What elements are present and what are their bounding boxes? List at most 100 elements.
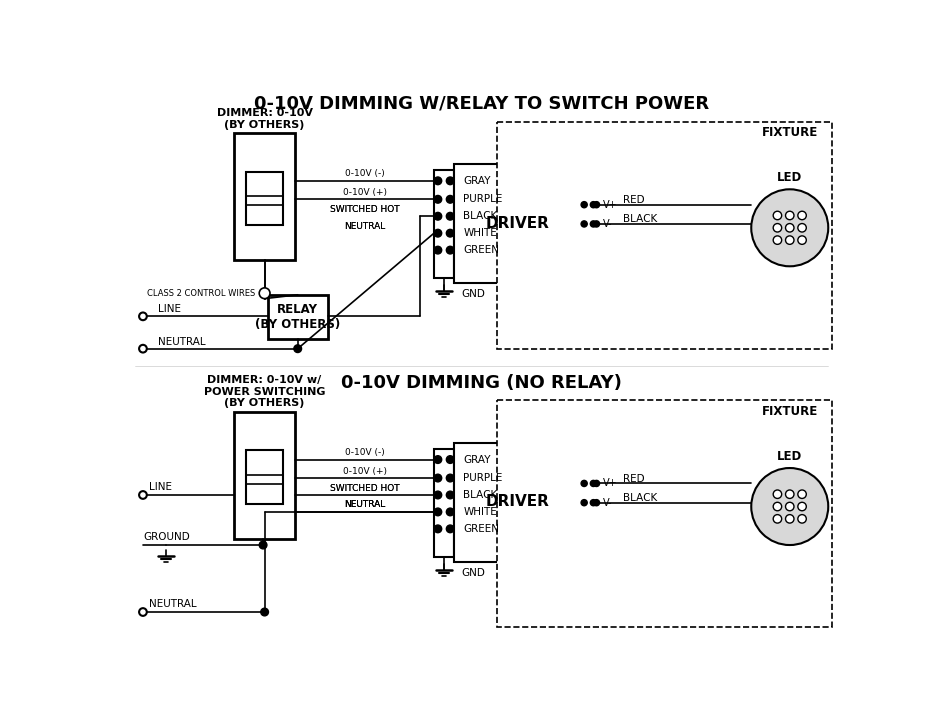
Text: SWITCHED HOT: SWITCHED HOT <box>330 484 400 492</box>
Circle shape <box>294 345 302 353</box>
Circle shape <box>590 201 597 208</box>
Circle shape <box>434 491 442 499</box>
Text: V-: V- <box>603 219 612 229</box>
Bar <box>268 295 328 340</box>
Bar <box>454 442 581 562</box>
Text: LED: LED <box>777 450 803 463</box>
Text: CLASS 2 CONTROL WIRES: CLASS 2 CONTROL WIRES <box>148 289 256 298</box>
Circle shape <box>446 491 454 499</box>
Circle shape <box>581 221 588 227</box>
Circle shape <box>786 224 794 232</box>
Text: BLACK: BLACK <box>463 211 497 222</box>
Circle shape <box>593 221 600 227</box>
Bar <box>497 400 832 628</box>
Circle shape <box>434 230 442 237</box>
Circle shape <box>446 177 454 185</box>
Circle shape <box>446 230 454 237</box>
Text: PURPLE: PURPLE <box>463 473 503 483</box>
Circle shape <box>259 288 270 298</box>
Circle shape <box>581 201 588 208</box>
Text: NEUTRAL: NEUTRAL <box>344 222 385 231</box>
Circle shape <box>434 455 442 463</box>
Circle shape <box>139 608 147 616</box>
Circle shape <box>786 502 794 510</box>
Text: NEUTRAL: NEUTRAL <box>344 222 385 231</box>
Circle shape <box>434 474 442 482</box>
Text: DIMMER: 0-10V w/
POWER SWITCHING
(BY OTHERS): DIMMER: 0-10V w/ POWER SWITCHING (BY OTH… <box>204 375 325 408</box>
Circle shape <box>774 515 782 523</box>
Circle shape <box>798 211 807 219</box>
Text: V+: V+ <box>603 479 618 489</box>
Circle shape <box>260 608 269 616</box>
Text: RED: RED <box>622 195 644 205</box>
Circle shape <box>590 480 597 487</box>
Text: NEUTRAL: NEUTRAL <box>149 599 196 610</box>
Text: 0-10V (+): 0-10V (+) <box>343 188 386 197</box>
Circle shape <box>593 500 600 506</box>
Bar <box>581 193 597 233</box>
Bar <box>581 472 597 512</box>
Text: 0-10V DIMMING (NO RELAY): 0-10V DIMMING (NO RELAY) <box>341 374 622 392</box>
Circle shape <box>581 480 588 487</box>
Circle shape <box>446 455 454 463</box>
Text: 0-10V (-): 0-10V (-) <box>345 448 384 457</box>
Text: GREEN: GREEN <box>463 524 499 534</box>
Text: 0-10V (+): 0-10V (+) <box>343 466 386 476</box>
Circle shape <box>434 195 442 203</box>
Text: BLACK: BLACK <box>463 490 497 500</box>
Text: V+: V+ <box>603 200 618 210</box>
Bar <box>246 450 283 504</box>
Circle shape <box>446 474 454 482</box>
Text: NEUTRAL: NEUTRAL <box>344 500 385 510</box>
Text: GRAY: GRAY <box>463 455 491 465</box>
Circle shape <box>434 212 442 220</box>
Circle shape <box>786 490 794 498</box>
Circle shape <box>786 211 794 219</box>
Bar <box>454 164 581 283</box>
Circle shape <box>446 246 454 254</box>
Text: FIXTURE: FIXTURE <box>761 405 818 418</box>
Circle shape <box>590 221 597 227</box>
Text: WHITE: WHITE <box>463 228 497 238</box>
Bar <box>434 170 454 278</box>
Circle shape <box>139 345 147 353</box>
Circle shape <box>434 508 442 515</box>
Circle shape <box>139 313 147 320</box>
Circle shape <box>446 212 454 220</box>
Text: BLACK: BLACK <box>622 214 657 224</box>
Text: LINE: LINE <box>158 304 181 314</box>
Text: GREEN: GREEN <box>463 245 499 255</box>
Text: SWITCHED HOT: SWITCHED HOT <box>330 205 400 214</box>
Circle shape <box>139 491 147 499</box>
Text: NEUTRAL: NEUTRAL <box>344 500 385 510</box>
Circle shape <box>593 480 600 487</box>
Circle shape <box>798 490 807 498</box>
Text: SWITCHED HOT: SWITCHED HOT <box>330 205 400 214</box>
Circle shape <box>774 211 782 219</box>
Circle shape <box>798 515 807 523</box>
Text: GND: GND <box>461 289 485 299</box>
Text: GROUND: GROUND <box>143 532 190 542</box>
Text: RED: RED <box>622 473 644 484</box>
Circle shape <box>786 515 794 523</box>
Circle shape <box>434 246 442 254</box>
Text: GND: GND <box>461 568 485 578</box>
Circle shape <box>446 525 454 533</box>
Circle shape <box>774 236 782 244</box>
Circle shape <box>434 177 442 185</box>
Text: GRAY: GRAY <box>463 176 491 186</box>
Text: BLACK: BLACK <box>622 493 657 503</box>
Text: SWITCHED HOT: SWITCHED HOT <box>330 484 400 492</box>
Circle shape <box>751 468 828 545</box>
Circle shape <box>774 224 782 232</box>
Circle shape <box>581 500 588 506</box>
Text: 0-10V (-): 0-10V (-) <box>345 169 384 178</box>
Circle shape <box>434 525 442 533</box>
Text: WHITE: WHITE <box>463 507 497 517</box>
Circle shape <box>446 508 454 515</box>
Bar <box>497 122 832 349</box>
Bar <box>434 449 454 557</box>
Text: PURPLE: PURPLE <box>463 194 503 204</box>
Bar <box>246 172 283 225</box>
Text: V-: V- <box>603 497 612 508</box>
